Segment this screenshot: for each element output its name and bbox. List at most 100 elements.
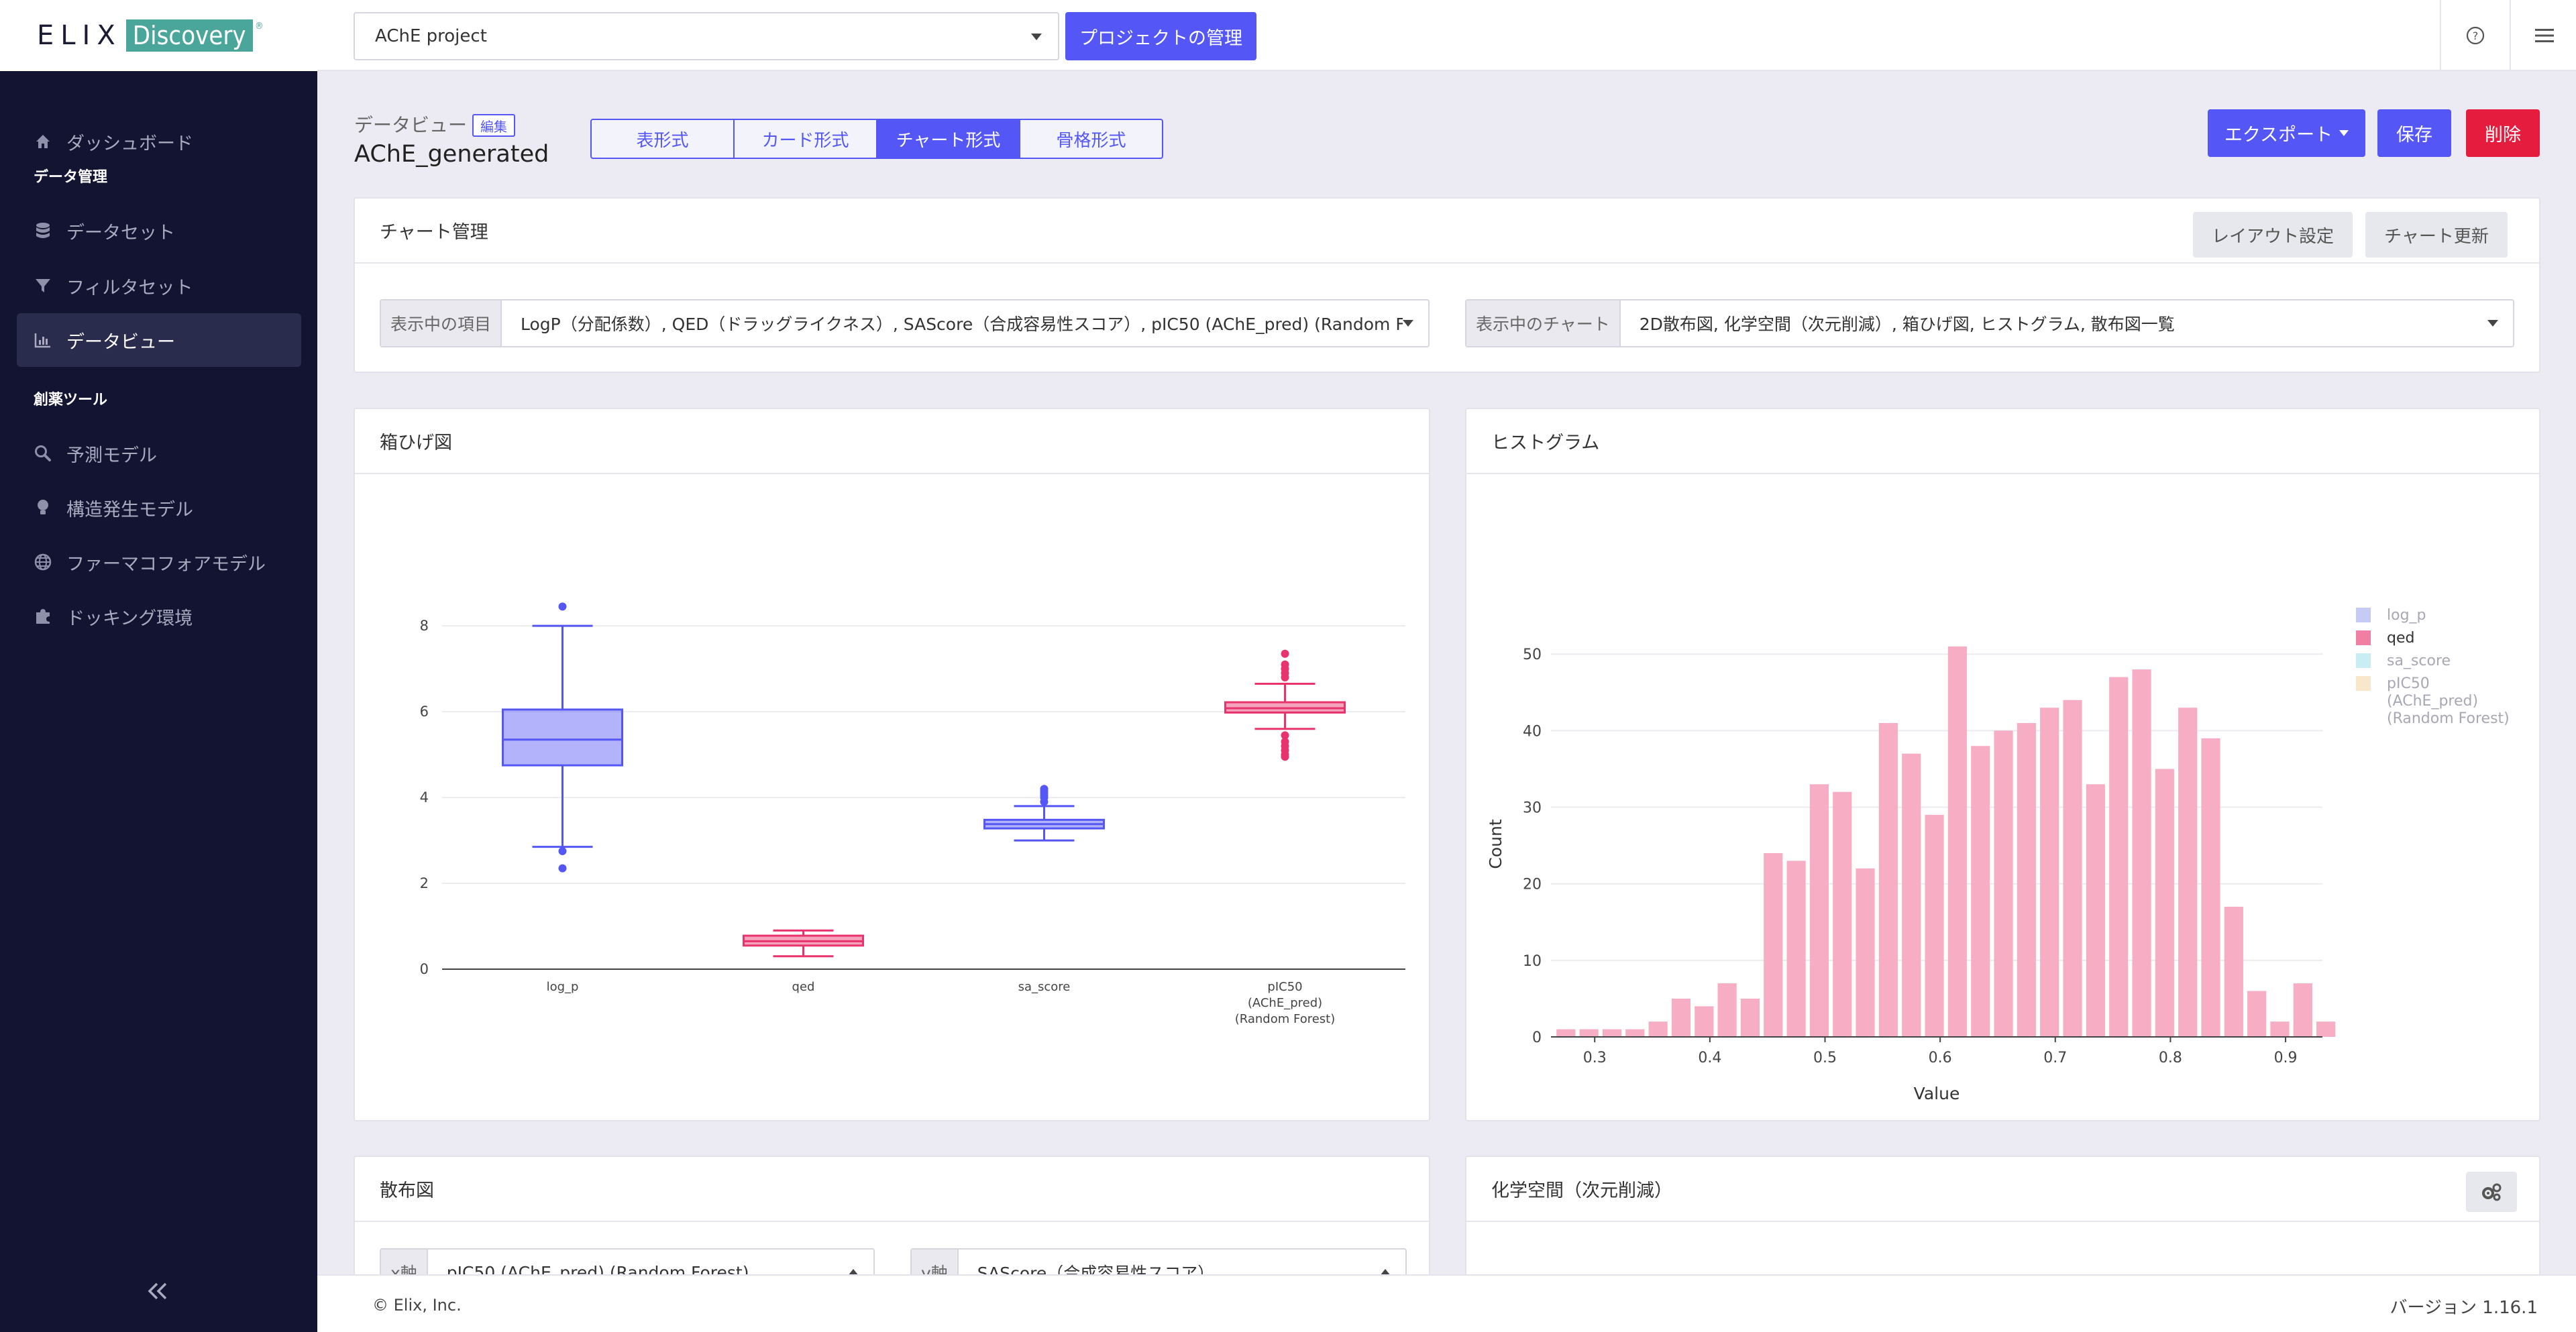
sidebar-item-label: データセット: [66, 222, 175, 243]
histogram-bar: [2224, 906, 2243, 1037]
y-tick-label: 2: [420, 875, 429, 891]
legend-swatch: [2356, 653, 2371, 668]
displayed-charts-select[interactable]: 表示中のチャート 2D散布図, 化学空間（次元削減）, 箱ひげ図, ヒストグラム…: [1465, 299, 2514, 347]
x-tick-label: 0.8: [2159, 1050, 2182, 1066]
edit-button[interactable]: 編集: [472, 114, 515, 137]
tab-card[interactable]: カード形式: [733, 119, 877, 159]
project-select[interactable]: AChE project: [354, 12, 1059, 60]
sidebar-item-label: フィルタセット: [66, 277, 193, 298]
legend-swatch: [2356, 630, 2371, 645]
sidebar-item-filterset[interactable]: フィルタセット: [17, 259, 301, 313]
y-tick-label: 30: [1523, 800, 1542, 817]
x-tick-label: (Random Forest): [1235, 1012, 1336, 1026]
histogram-bar: [1947, 646, 1967, 1037]
sidebar-item-label: ファーマコフォアモデル: [66, 553, 266, 575]
chart-refresh-button[interactable]: チャート更新: [2365, 212, 2508, 258]
sidebar-item-dataview[interactable]: データビュー: [17, 313, 301, 367]
caret-down-icon: [2339, 130, 2349, 136]
sidebar-item-pharmacophore-model[interactable]: ファーマコフォアモデル: [17, 535, 301, 589]
boxplot-chart: 0 2 4 6 8 log_p qed sa_score pIC50 (AChE_pred) (Ra…: [420, 602, 1405, 1026]
sidebar-item-dataset[interactable]: データセット: [17, 204, 301, 258]
histogram-bar: [1740, 998, 1760, 1037]
box-outlier: [558, 602, 567, 611]
histogram-bar: [2178, 708, 2198, 1037]
puzzle-icon: [33, 606, 53, 626]
project-manage-button[interactable]: プロジェクトの管理: [1065, 12, 1256, 60]
y-tick-label: 0: [420, 961, 429, 977]
histogram-bar: [1971, 746, 1990, 1037]
legend-swatch: [2356, 608, 2371, 622]
box-log_p: [502, 602, 623, 873]
tab-chart[interactable]: チャート形式: [876, 119, 1020, 159]
search-icon: [33, 443, 53, 463]
legend-label: log_p: [2387, 607, 2426, 624]
histogram-bar: [1602, 1029, 1622, 1037]
copyright: © Elix, Inc.: [372, 1296, 462, 1315]
export-button[interactable]: エクスポート: [2208, 109, 2365, 157]
sidebar-item-label: 構造発生モデル: [66, 499, 193, 520]
legend-label: pIC50: [2387, 675, 2430, 692]
home-icon: [33, 131, 53, 152]
box-outlier: [1281, 649, 1289, 658]
histogram-bar: [2155, 769, 2174, 1037]
card-title: 化学空間（次元削減）: [1491, 1180, 1672, 1201]
tab-scaffold[interactable]: 骨格形式: [1019, 119, 1163, 159]
sidebar-item-docking[interactable]: ドッキング環境: [17, 590, 301, 643]
box-outlier: [1281, 731, 1289, 740]
x-tick-label: qed: [792, 980, 815, 994]
sidebar-item-generative-model[interactable]: 構造発生モデル: [17, 481, 301, 535]
tab-table[interactable]: 表形式: [590, 119, 735, 159]
x-tick-label: 0.3: [1583, 1050, 1607, 1066]
sidebar-section-data: データ管理: [34, 169, 108, 186]
chevron-down-icon: [1031, 34, 1042, 40]
sidebar-item-dashboard[interactable]: ダッシュボード: [17, 115, 301, 168]
scatter-header: 散布図: [355, 1157, 1429, 1222]
version-label: バージョン 1.16.1: [2390, 1298, 2538, 1318]
view-mode-tabs: 表形式 カード形式 チャート形式 骨格形式: [590, 119, 1163, 159]
y-tick-label: 6: [420, 704, 429, 720]
chevron-up-icon: [848, 1269, 859, 1276]
sidebar-item-label: 予測モデル: [66, 445, 157, 466]
histogram-chart: 0 10 20 30 40 50 0.3 0.4 0.5 0.6 0.7 0.8 0.9 Value Cou…: [1486, 607, 2510, 1103]
y-tick-label: 8: [420, 618, 429, 634]
histogram-bar: [2040, 708, 2059, 1037]
histogram-bar: [2270, 1021, 2290, 1037]
histogram-bar: [2017, 722, 2036, 1037]
chevron-down-icon: [2487, 320, 2498, 327]
histogram-card: ヒストグラム 0 10 20 30 40 50 0.3 0.4 0.5 0.6 0.7 0.8 0.9 V…: [1465, 408, 2540, 1121]
logo[interactable]: ELIX Discovery ®: [0, 0, 317, 71]
histogram-bar: [1625, 1029, 1645, 1037]
sidebar-section-tools: 創薬ツール: [34, 392, 108, 408]
menu-button[interactable]: [2512, 0, 2576, 71]
x-axis-label: Value: [1914, 1084, 1960, 1103]
legend-swatch: [2356, 676, 2371, 691]
x-tick-label: 0.6: [1929, 1050, 1952, 1066]
y-tick-label: 0: [1532, 1030, 1542, 1046]
histogram-bar: [2293, 983, 2312, 1037]
histogram-bar: [1764, 853, 1783, 1037]
gears-icon: [2482, 1183, 2502, 1201]
help-button[interactable]: ?: [2440, 0, 2511, 71]
histogram-bar: [2201, 738, 2220, 1037]
select-prefix: 表示中のチャート: [1466, 300, 1621, 346]
histogram-bar: [1878, 722, 1898, 1037]
layout-settings-button[interactable]: レイアウト設定: [2193, 212, 2353, 258]
displayed-items-select[interactable]: 表示中の項目 LogP（分配係数）, QED（ドラッグライクネス）, SASco…: [380, 299, 1430, 347]
histogram-bar: [2247, 991, 2267, 1037]
settings-button[interactable]: [2466, 1172, 2517, 1212]
x-tick-label: 0.5: [1813, 1050, 1837, 1066]
y-tick-label: 20: [1523, 877, 1542, 893]
histogram-bar: [1833, 791, 1852, 1037]
sidebar-collapse-button[interactable]: [138, 1274, 178, 1308]
sidebar: ダッシュボード データ管理 データセット フィルタセット データビュー 創薬ツー…: [0, 71, 317, 1332]
sidebar-item-label: ドッキング環境: [66, 608, 193, 629]
y-tick-label: 10: [1523, 953, 1542, 970]
sidebar-item-prediction-model[interactable]: 予測モデル: [17, 427, 301, 480]
select-value: 2D散布図, 化学空間（次元削減）, 箱ひげ図, ヒストグラム, 散布図一覧: [1639, 315, 2175, 334]
histogram-bar: [2109, 677, 2129, 1037]
save-button[interactable]: 保存: [2377, 109, 2451, 157]
x-tick-label: 0.9: [2274, 1050, 2298, 1066]
delete-button[interactable]: 削除: [2466, 109, 2540, 157]
logo-badge: Discovery ®: [125, 19, 264, 52]
histogram-bar: [2316, 1021, 2336, 1037]
